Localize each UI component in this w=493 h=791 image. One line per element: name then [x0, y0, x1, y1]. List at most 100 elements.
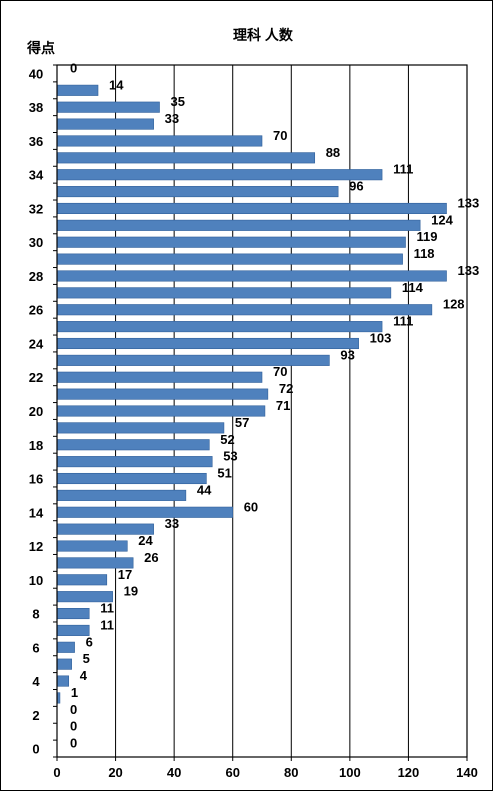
y-tick-label: 2 [32, 708, 39, 723]
bar-value-label: 4 [80, 668, 88, 683]
y-tick-label: 16 [29, 472, 43, 487]
bar-value-label: 51 [217, 466, 231, 481]
y-tick-label: 18 [29, 438, 43, 453]
y-tick-label: 4 [32, 674, 40, 689]
bar-value-label: 93 [340, 347, 354, 362]
bar-value-label: 60 [244, 499, 258, 514]
y-tick-label: 40 [29, 66, 43, 81]
bar-value-label: 26 [144, 550, 158, 565]
bar-value-label: 0 [70, 736, 77, 751]
bar [56, 321, 383, 333]
bar [56, 388, 269, 400]
bar-value-label: 71 [276, 398, 290, 413]
bar-value-label: 24 [138, 533, 153, 548]
x-axis-ticks: 0 20 40 60 80 100 120 140 [53, 757, 478, 780]
bar [56, 422, 225, 434]
bar [56, 608, 90, 620]
y-tick-label: 28 [29, 269, 43, 284]
bar-value-label: 33 [165, 111, 179, 126]
y-tick-label: 8 [32, 607, 39, 622]
bar-value-label: 57 [235, 415, 249, 430]
bar [56, 405, 266, 417]
x-tick-label: 20 [108, 765, 122, 780]
y-tick-label: 0 [32, 742, 39, 757]
bar [56, 371, 263, 383]
bar-value-label: 14 [109, 77, 124, 92]
bar-value-label: 0 [70, 719, 77, 734]
bar [56, 456, 213, 468]
bar [56, 101, 160, 113]
chart-title: 理科 人数 [233, 27, 294, 43]
y-tick-label: 34 [29, 168, 44, 183]
bar [56, 472, 207, 485]
bar-value-label: 70 [273, 364, 287, 379]
bar [56, 219, 421, 231]
bar-value-label: 33 [165, 516, 179, 531]
bar-value-label: 1 [71, 685, 78, 700]
bar [56, 152, 316, 164]
y-tick-label: 12 [29, 539, 43, 554]
y-tick-label: 22 [29, 370, 43, 385]
bar [56, 624, 90, 636]
bar-value-label: 11 [100, 617, 114, 632]
bar-value-label: 0 [70, 60, 77, 75]
plot-border [56, 64, 468, 758]
bar-value-label: 124 [431, 212, 453, 227]
bar-value-label: 72 [279, 381, 293, 396]
x-tick-label: 40 [167, 765, 181, 780]
bar [56, 270, 447, 282]
x-tick-label: 140 [456, 765, 478, 780]
bar [56, 304, 433, 316]
bar [56, 489, 187, 501]
x-tick-label: 120 [398, 765, 420, 780]
bar-value-label: 103 [370, 330, 392, 345]
bar [56, 118, 154, 130]
bar-value-label: 70 [273, 128, 287, 143]
bar [56, 169, 383, 181]
bar [56, 641, 75, 653]
y-tick-label: 32 [29, 201, 43, 216]
bar-value-label: 52 [220, 432, 234, 447]
bar [56, 354, 330, 366]
y-tick-label: 30 [29, 235, 43, 250]
bar [56, 337, 359, 350]
x-tick-label: 100 [339, 765, 361, 780]
bar-value-label: 19 [124, 584, 138, 599]
bar-value-label: 119 [417, 229, 438, 244]
y-tick-label: 24 [29, 336, 44, 351]
y-tick-label: 36 [29, 134, 43, 149]
bar-value-label: 5 [83, 651, 90, 666]
bar [56, 135, 263, 147]
bar [56, 506, 234, 518]
bar [56, 574, 108, 586]
bar-value-label: 133 [458, 263, 480, 278]
bar-labels: 0143533708811196133124119118133114128111… [70, 60, 479, 750]
y-tick-label: 26 [29, 303, 43, 318]
bar-value-label: 11 [100, 601, 114, 616]
bar [56, 658, 72, 670]
y-axis-title: 得点 [26, 40, 55, 56]
bar-value-label: 111 [393, 314, 413, 329]
bar-value-label: 111 [393, 162, 413, 177]
bar-value-label: 0 [70, 702, 77, 717]
y-tick-label: 20 [29, 404, 43, 419]
x-tick-label: 0 [53, 765, 60, 780]
bar-value-label: 6 [86, 634, 93, 649]
y-tick-label: 10 [29, 573, 43, 588]
y-tick-label: 38 [29, 100, 43, 115]
bar-value-label: 118 [414, 246, 435, 261]
x-tick-label: 80 [284, 765, 298, 780]
bar-value-label: 114 [402, 280, 424, 295]
bar-value-label: 88 [326, 145, 340, 160]
bar-value-label: 133 [458, 195, 480, 210]
bar [56, 439, 210, 451]
bar [56, 84, 99, 96]
y-tick-label: 14 [29, 505, 44, 520]
bar [56, 675, 70, 687]
bar-value-label: 44 [197, 482, 212, 497]
bar-value-label: 53 [223, 449, 237, 464]
y-tick-label: 6 [32, 640, 39, 655]
